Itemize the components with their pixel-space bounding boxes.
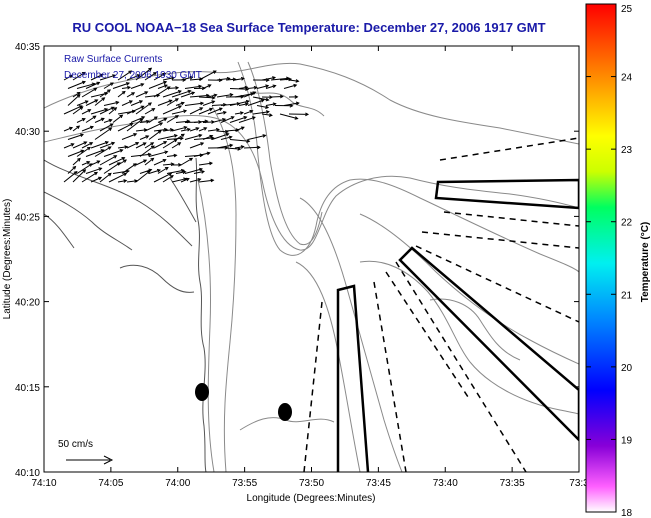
y-axis-label: Latitude (Degrees:Minutes) <box>2 199 13 320</box>
x-tick-label: 74:05 <box>98 478 123 489</box>
coastline <box>44 157 207 472</box>
station-marker <box>278 403 292 421</box>
y-tick-label: 40:20 <box>15 298 40 309</box>
radar-beam-lines <box>303 137 579 472</box>
colorbar <box>585 3 617 513</box>
colorbar-tick-label: 24 <box>621 73 633 84</box>
x-tick-label: 73:35 <box>500 478 525 489</box>
colorbar-tick-label: 23 <box>621 145 633 156</box>
scale-label: 50 cm/s <box>58 439 93 450</box>
colorbar-tick-label: 21 <box>621 290 633 301</box>
x-tick-label: 74:10 <box>31 478 56 489</box>
colorbar-tick-label: 25 <box>621 4 633 15</box>
colorbar-ticks: 25 24 23 22 21 20 19 18 <box>586 3 633 518</box>
colorbar-tick-label: 19 <box>621 435 633 446</box>
y-tick-label: 40:10 <box>15 468 40 479</box>
colorbar-tick-label: 18 <box>621 508 633 518</box>
y-axis: 40:35 40:30 40:25 40:20 40:15 40:10 <box>15 42 579 479</box>
x-axis: 74:10 74:05 74:00 73:55 73:50 73:45 73:40 73:35… <box>31 46 589 489</box>
x-tick-label: 73:55 <box>232 478 257 489</box>
map-title: RU COOL NOAA−18 Sea Surface Temperature:… <box>72 20 546 35</box>
y-tick-label: 40:25 <box>15 212 40 223</box>
x-tick-label: 73:3 <box>569 478 589 489</box>
station-marker <box>195 383 209 401</box>
current-legend: Raw Surface Currents December 27, 2006 1… <box>64 54 202 81</box>
arrowhead-icon <box>103 455 114 465</box>
y-tick-label: 40:15 <box>15 383 40 394</box>
y-tick-label: 40:35 <box>15 42 40 53</box>
colorbar-tick-label: 20 <box>621 363 633 374</box>
x-tick-label: 73:50 <box>299 478 324 489</box>
plot-area <box>44 46 579 472</box>
x-axis-label: Longitude (Degrees:Minutes) <box>247 493 376 504</box>
x-tick-label: 73:45 <box>366 478 391 489</box>
survey-tracks <box>336 178 579 472</box>
x-tick-label: 73:40 <box>433 478 458 489</box>
colorbar-label: Temperature (°C) <box>640 222 651 303</box>
legend-timestamp: December 27, 2006 1930 GMT <box>64 70 202 81</box>
surface-current-vectors <box>63 67 310 183</box>
colorbar-tick-label: 22 <box>621 218 633 229</box>
legend-title: Raw Surface Currents <box>64 54 162 65</box>
velocity-scale: 50 cm/s <box>58 439 114 465</box>
y-tick-label: 40:30 <box>15 127 40 138</box>
x-tick-label: 74:00 <box>165 478 190 489</box>
